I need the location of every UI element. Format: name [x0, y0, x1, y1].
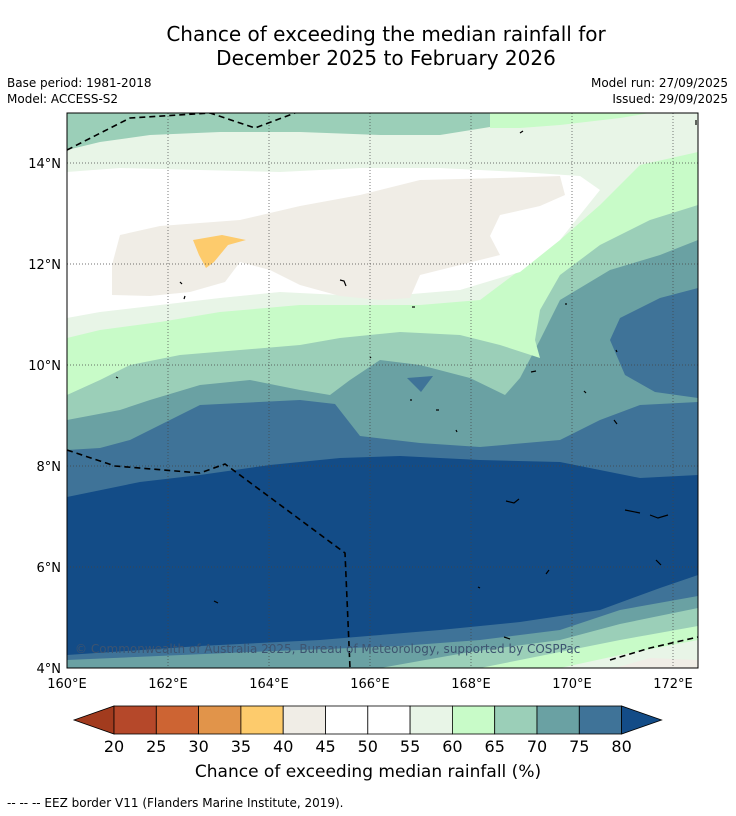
y-tick-12n: 12°N [28, 258, 61, 273]
colorbar-tick-70: 70 [527, 737, 547, 756]
model-run: Model run: 27/09/2025 [590, 76, 728, 90]
colorbar-bin-55-60 [409, 705, 453, 735]
colorbar-tick-30: 30 [188, 737, 208, 756]
colorbar: 20 25 30 35 40 45 50 55 60 65 70 75 80 [72, 705, 663, 756]
x-tick-160e: 160°E [47, 677, 87, 692]
colorbar-bin-75-80 [578, 705, 622, 735]
map-frame [66, 112, 699, 669]
region-north-65-70 [67, 113, 490, 150]
colorbar-extend-high [621, 705, 663, 735]
model-info: Base period: 1981-2018 Model: ACCESS-S2 [7, 75, 152, 107]
region-south-40-45 [615, 658, 698, 668]
run-info: Model run: 27/09/2025 Issued: 29/09/2025 [591, 75, 728, 107]
islands [115, 120, 697, 640]
title-line-2: December 2025 to February 2026 [216, 46, 556, 70]
x-tick-170e: 170°E [552, 677, 592, 692]
colorbar-bin-70-75 [536, 705, 580, 735]
x-tick-162e: 162°E [148, 677, 188, 692]
x-tick-166e: 166°E [350, 677, 390, 692]
colorbar-tick-80: 80 [611, 737, 631, 756]
x-tick-168e: 168°E [451, 677, 491, 692]
colorbar-tick-25: 25 [146, 737, 166, 756]
y-axis: 14°N 12°N 10°N 8°N 6°N 4°N [28, 157, 61, 677]
eez-border [67, 113, 698, 668]
copyright-watermark: © Commonwealth of Australia 2025, Bureau… [75, 642, 580, 656]
x-tick-172e: 172°E [653, 677, 693, 692]
gridlines [67, 113, 698, 668]
colorbar-bin-50-55 [367, 705, 411, 735]
colorbar-bin-65-70 [494, 705, 538, 735]
colorbar-tick-60: 60 [442, 737, 462, 756]
colorbar-extend-low [72, 705, 115, 735]
base-period: Base period: 1981-2018 [7, 76, 152, 90]
colorbar-tick-65: 65 [485, 737, 505, 756]
x-tick-164e: 164°E [249, 677, 289, 692]
colorbar-bin-25-30 [155, 705, 200, 735]
colorbar-tick-75: 75 [569, 737, 589, 756]
colorbar-label: Chance of exceeding median rainfall (%) [194, 762, 542, 782]
y-tick-6n: 6°N [37, 561, 62, 576]
map-title: Chance of exceeding the median rainfall … [0, 22, 736, 70]
colorbar-bin-20-25 [113, 705, 157, 735]
region-40-45 [112, 176, 565, 300]
issued-date: Issued: 29/09/2025 [612, 92, 728, 106]
colorbar-bin-45-50 [325, 705, 369, 735]
colorbar-tick-55: 55 [400, 737, 420, 756]
model-name: Model: ACCESS-S2 [7, 92, 119, 106]
colorbar-tick-40: 40 [273, 737, 293, 756]
y-tick-10n: 10°N [28, 359, 61, 374]
colorbar-tick-50: 50 [358, 737, 378, 756]
eez-legend: -- -- -- EEZ border V11 (Flanders Marine… [7, 796, 344, 810]
colorbar-bin-60-65 [451, 705, 496, 735]
region-small-75-80 [407, 376, 433, 392]
title-line-1: Chance of exceeding the median rainfall … [166, 22, 606, 46]
colorbar-tick-35: 35 [231, 737, 251, 756]
rainfall-map-figure: © Commonwealth of Australia 2025, Bureau… [28, 112, 699, 756]
colorbar-bin-40-45 [282, 705, 326, 735]
colorbar-bin-30-35 [198, 705, 242, 735]
y-tick-14n: 14°N [28, 157, 61, 172]
colorbar-tick-20: 20 [104, 737, 124, 756]
region-35-40 [193, 235, 246, 268]
map-area: © Commonwealth of Australia 2025, Bureau… [67, 113, 698, 668]
colorbar-tick-45: 45 [315, 737, 335, 756]
x-axis: 160°E 162°E 164°E 166°E 168°E 170°E 172°… [47, 677, 693, 692]
region-north-60-65 [490, 113, 650, 128]
colorbar-bin-35-40 [240, 705, 284, 735]
y-tick-4n: 4°N [37, 662, 62, 677]
y-tick-8n: 8°N [37, 460, 62, 475]
